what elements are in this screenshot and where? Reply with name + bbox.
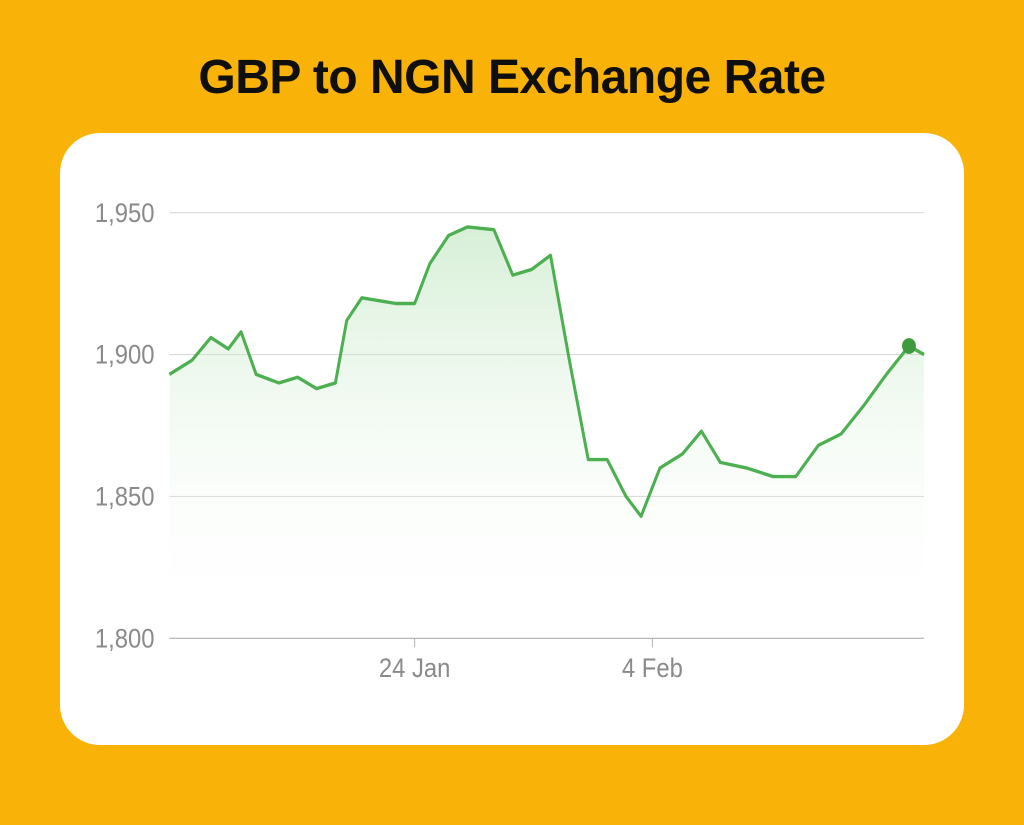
page-container: GBP to NGN Exchange Rate 1,800 1,850 1,900…: [0, 0, 1024, 825]
y-axis-label: 1,850: [95, 482, 155, 512]
chart-card: 1,800 1,850 1,900 1,950 24 Jan 4 Feb: [60, 133, 964, 745]
y-axis-label: 1,800: [95, 624, 155, 654]
chart-area-fill: [169, 227, 924, 638]
exchange-rate-chart: 1,800 1,850 1,900 1,950 24 Jan 4 Feb: [80, 173, 934, 695]
current-rate-dot: [902, 338, 916, 354]
chart-title: GBP to NGN Exchange Rate: [198, 50, 825, 105]
x-axis-label: 24 Jan: [379, 653, 451, 683]
x-axis-label: 4 Feb: [622, 653, 683, 683]
y-axis-label: 1,900: [95, 340, 155, 370]
y-axis-label: 1,950: [95, 198, 155, 228]
